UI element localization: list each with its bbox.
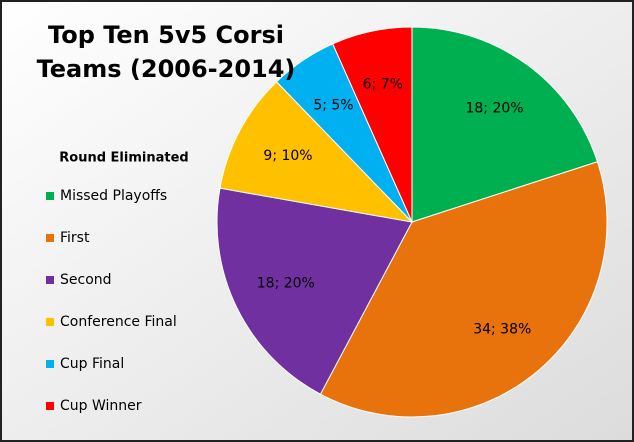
- pie-slice: [319, 161, 608, 418]
- legend-swatch: [46, 318, 54, 326]
- legend-label: Conference Final: [60, 314, 177, 330]
- data-label: 18; 20%: [257, 276, 315, 292]
- legend-title: Round Eliminated: [59, 151, 188, 166]
- legend-label: Cup Winner: [60, 398, 142, 414]
- legend-swatch: [46, 360, 54, 368]
- data-label: 6; 7%: [363, 77, 403, 93]
- pie-slice: [219, 81, 414, 223]
- legend-swatch: [46, 234, 54, 242]
- legend-label: Cup Final: [60, 356, 124, 372]
- data-label: 5; 5%: [313, 98, 353, 114]
- legend-swatch: [46, 192, 54, 200]
- data-label: 34; 38%: [473, 322, 531, 338]
- data-label: 9; 10%: [263, 148, 312, 164]
- legend-label: Second: [60, 272, 112, 288]
- chart-title: Top Ten 5v5 Corsi Teams (2006-2014): [36, 21, 296, 83]
- pie-slice: [216, 187, 413, 395]
- legend-swatch: [46, 402, 54, 410]
- pie-slice: [332, 26, 413, 223]
- data-label: 18; 20%: [465, 100, 523, 116]
- pie-slice: [411, 26, 599, 223]
- legend-label: First: [60, 230, 90, 246]
- legend-swatch: [46, 276, 54, 284]
- legend-label: Missed Playoffs: [60, 188, 167, 204]
